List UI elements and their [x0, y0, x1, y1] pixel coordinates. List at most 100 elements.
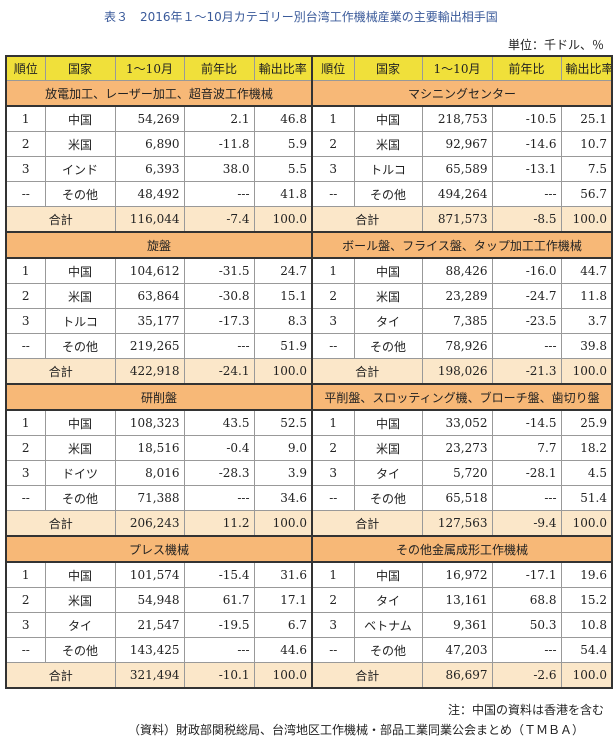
table-row: 3 タイ 21,547 -19.5 6.7 3 ベトナム 9,361 50.3 10.8 [5, 612, 613, 638]
total-yoy: -9.4 [491, 510, 562, 537]
rank-cell: -- [311, 333, 355, 359]
value-cell: 6,890 [114, 131, 185, 157]
rank-cell: 3 [5, 612, 46, 638]
country-cell: 中国 [353, 257, 423, 284]
category-name-right: マシニングセンター [311, 80, 613, 107]
yoy-cell: -13.1 [491, 156, 562, 182]
value-cell: 54,948 [114, 587, 185, 613]
rank-cell: -- [311, 485, 355, 511]
total-row: 合計 422,918 -24.1 100.0 合計 198,026 -21.3 100.0 [5, 358, 613, 385]
yoy-cell: --- [491, 333, 562, 359]
country-cell: 米国 [44, 283, 116, 309]
total-share: 100.0 [253, 206, 313, 233]
share-cell: 19.6 [560, 561, 613, 588]
total-yoy: 11.2 [183, 510, 255, 537]
share-cell: 46.8 [253, 105, 313, 132]
value-cell: 16,972 [421, 561, 493, 588]
rank-cell: 3 [5, 308, 46, 334]
rank-cell: -- [5, 333, 46, 359]
rank-cell: 1 [5, 257, 46, 284]
country-cell: ドイツ [44, 460, 116, 486]
yoy-cell: --- [183, 637, 255, 663]
total-yoy: -10.1 [183, 662, 255, 689]
country-cell: その他 [353, 637, 423, 663]
table-row: -- その他 71,388 --- 34.6 -- その他 65,518 --- 51.4 [5, 485, 613, 511]
country-cell: 中国 [44, 561, 116, 588]
category-name-left: プレス機械 [5, 535, 313, 563]
rank-cell: 2 [5, 435, 46, 461]
table-row: 1 中国 108,323 43.5 52.5 1 中国 33,052 -14.5 25.9 [5, 409, 613, 436]
share-cell: 56.7 [560, 181, 613, 207]
rank-cell: 1 [311, 409, 355, 436]
footnote: 注：中国の資料は香港を含む [447, 703, 604, 717]
export-table: 順位 国家 1～10月 前年比 輸出比率 順位 国家 1～10月 前年比 輸出比… [5, 55, 613, 689]
value-cell: 5,720 [421, 460, 493, 486]
country-cell: 中国 [353, 409, 423, 436]
country-cell: 米国 [44, 587, 116, 613]
yoy-cell: -15.4 [183, 561, 255, 588]
header-share: 輸出比率 [253, 55, 313, 81]
country-cell: その他 [44, 637, 116, 663]
total-row: 合計 116,044 -7.4 100.0 合計 871,573 -8.5 100.0 [5, 206, 613, 233]
country-cell: その他 [353, 485, 423, 511]
share-cell: 54.4 [560, 637, 613, 663]
rank-cell: -- [5, 485, 46, 511]
table-row: 2 米国 63,864 -30.8 15.1 2 米国 23,289 -24.7 11.8 [5, 283, 613, 309]
yoy-cell: 43.5 [183, 409, 255, 436]
share-cell: 10.8 [560, 612, 613, 638]
country-cell: トルコ [44, 308, 116, 334]
total-value: 321,494 [114, 662, 185, 689]
table-row: 3 インド 6,393 38.0 5.5 3 トルコ 65,589 -13.1 7.5 [5, 156, 613, 182]
rank-cell: 1 [5, 561, 46, 588]
yoy-cell: -14.5 [491, 409, 562, 436]
yoy-cell: --- [491, 637, 562, 663]
yoy-cell: --- [491, 181, 562, 207]
total-yoy: -7.4 [183, 206, 255, 233]
total-share: 100.0 [560, 358, 613, 385]
total-yoy: -8.5 [491, 206, 562, 233]
header-rank: 順位 [5, 55, 46, 81]
table-row: 1 中国 54,269 2.1 46.8 1 中国 218,753 -10.5 25.1 [5, 105, 613, 132]
header-row: 順位 国家 1～10月 前年比 輸出比率 順位 国家 1～10月 前年比 輸出比… [5, 55, 613, 81]
rank-cell: -- [311, 637, 355, 663]
category-row: プレス機械 その他金属成形工作機械 [5, 535, 613, 563]
header-yoy: 前年比 [491, 55, 562, 81]
share-cell: 8.3 [253, 308, 313, 334]
country-cell: トルコ [353, 156, 423, 182]
value-cell: 143,425 [114, 637, 185, 663]
value-cell: 71,388 [114, 485, 185, 511]
yoy-cell: --- [183, 333, 255, 359]
total-share: 100.0 [253, 662, 313, 689]
country-cell: 中国 [353, 561, 423, 588]
rank-cell: 3 [311, 156, 355, 182]
category-name-left: 放電加工、レーザー加工、超音波工作機械 [5, 80, 313, 107]
total-label: 合計 [5, 510, 116, 537]
country-cell: タイ [353, 308, 423, 334]
country-cell: タイ [44, 612, 116, 638]
total-value: 127,563 [421, 510, 493, 537]
country-cell: インド [44, 156, 116, 182]
category-name-right: その他金属成形工作機械 [311, 535, 613, 563]
header-yoy: 前年比 [183, 55, 255, 81]
country-cell: タイ [353, 460, 423, 486]
rank-cell: 1 [311, 257, 355, 284]
category-name-right: ボール盤、フライス盤、タップ加工工作機械 [311, 231, 613, 259]
share-cell: 18.2 [560, 435, 613, 461]
rank-cell: 3 [5, 156, 46, 182]
country-cell: その他 [353, 181, 423, 207]
yoy-cell: -28.3 [183, 460, 255, 486]
share-cell: 5.9 [253, 131, 313, 157]
share-cell: 17.1 [253, 587, 313, 613]
header-rank: 順位 [311, 55, 355, 81]
value-cell: 494,264 [421, 181, 493, 207]
table-row: 3 トルコ 35,177 -17.3 8.3 3 タイ 7,385 -23.5 3.7 [5, 308, 613, 334]
share-cell: 41.8 [253, 181, 313, 207]
header-period: 1～10月 [421, 55, 493, 81]
value-cell: 65,518 [421, 485, 493, 511]
country-cell: その他 [44, 485, 116, 511]
table-row: -- その他 143,425 --- 44.6 -- その他 47,203 --- 54.4 [5, 637, 613, 663]
header-share: 輸出比率 [560, 55, 613, 81]
rank-cell: 3 [311, 460, 355, 486]
rank-cell: 2 [311, 131, 355, 157]
table-row: 3 ドイツ 8,016 -28.3 3.9 3 タイ 5,720 -28.1 4.5 [5, 460, 613, 486]
